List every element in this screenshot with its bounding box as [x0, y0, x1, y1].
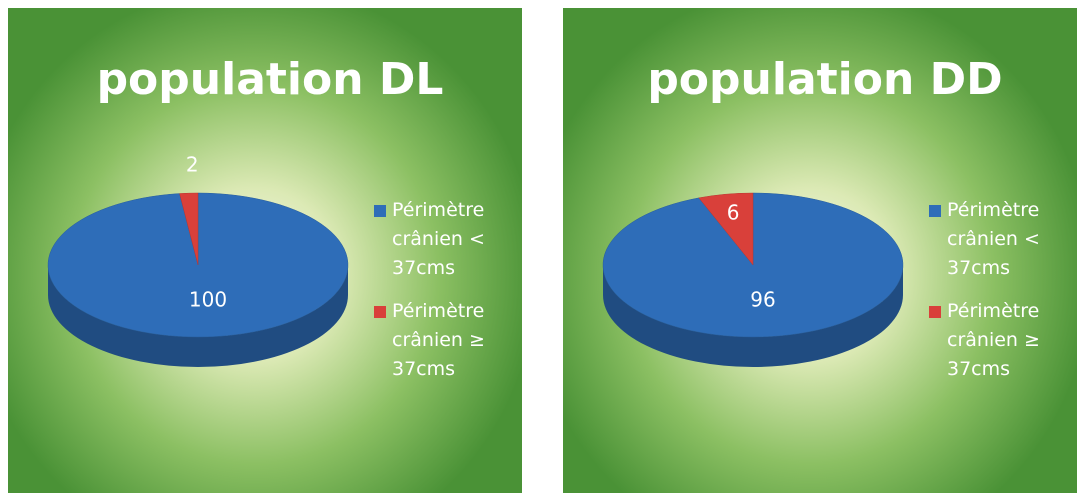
legend-label: Périmètre crânien < 37cms: [947, 199, 1040, 279]
chart-panel: population DD 96 6 Périmètre crânien < 37cm…: [563, 8, 1077, 493]
legend-label: Périmètre crânien ≥ 37cms: [392, 300, 485, 380]
pie-slice: [698, 192, 754, 266]
pie-slice: [179, 192, 199, 266]
legend-swatch: [374, 306, 386, 318]
chart: population DL 100 2: [47, 54, 444, 367]
chart-title: population DD: [647, 54, 1002, 105]
legend-item: Périmètre crânien ≥ 37cms: [925, 297, 1075, 384]
chart-title: population DL: [97, 54, 444, 105]
legend-item: Périmètre crânien < 37cms: [925, 196, 1075, 283]
legend-label: Périmètre crânien < 37cms: [392, 199, 485, 279]
pie-side: [48, 265, 348, 367]
data-label: 100: [189, 288, 227, 312]
pie-side: [603, 265, 903, 367]
legend-item: Périmètre crânien ≥ 37cms: [370, 297, 520, 384]
data-label: 96: [750, 288, 775, 312]
legend-item: Périmètre crânien < 37cms: [370, 196, 520, 283]
legend: Périmètre crânien < 37cms Périmètre crâni…: [925, 196, 1075, 398]
legend: Périmètre crânien < 37cms Périmètre crâni…: [370, 196, 520, 398]
data-label: 2: [186, 153, 199, 177]
chart: population DD 96 6: [602, 54, 1003, 367]
legend-swatch: [374, 205, 386, 217]
data-label: 6: [727, 201, 740, 225]
legend-swatch: [929, 205, 941, 217]
legend-label: Périmètre crânien ≥ 37cms: [947, 300, 1040, 380]
chart-panel: population DL 100 2 Périmètre crânien < 37c…: [8, 8, 522, 493]
legend-swatch: [929, 306, 941, 318]
